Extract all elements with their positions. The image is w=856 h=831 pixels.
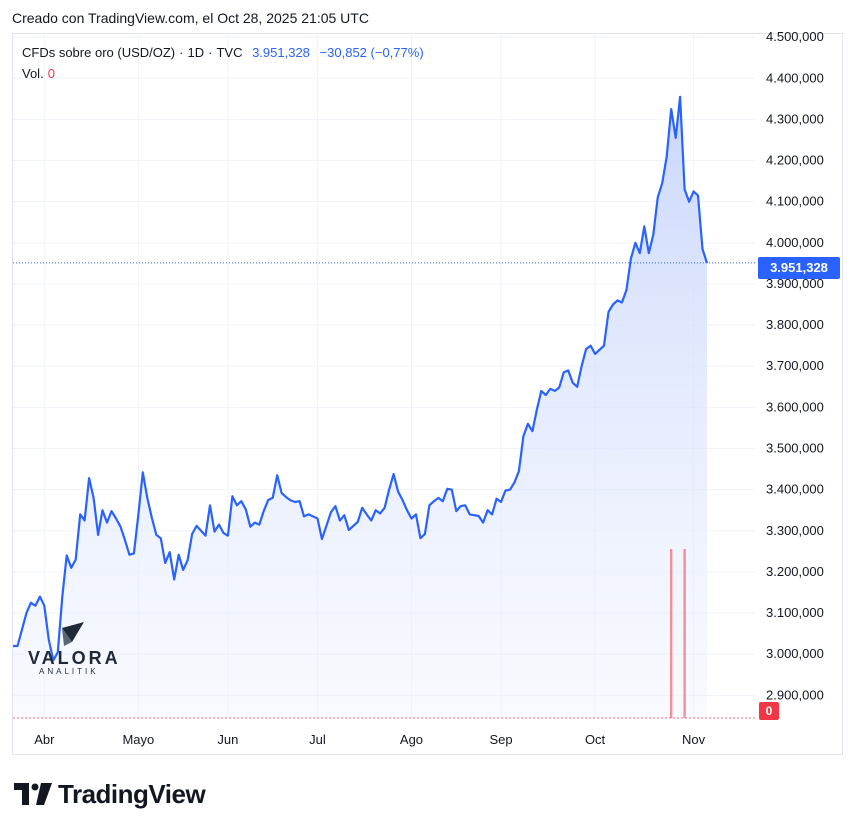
x-tick-label: Sep [489, 732, 512, 747]
y-tick-label: 4.400,000 [766, 70, 824, 85]
series-line [13, 95, 709, 662]
x-tick-label: Jun [217, 732, 238, 747]
x-tick-label: Jul [309, 732, 326, 747]
y-tick-label: 4.000,000 [766, 235, 824, 250]
x-tick-label: Ago [400, 732, 423, 747]
area-fill [13, 96, 707, 719]
volume-label: Vol. [22, 66, 44, 81]
volume-legend: Vol. 0 [22, 66, 55, 81]
x-tick-label: Nov [682, 732, 706, 747]
x-tick-label: Abr [34, 732, 55, 747]
last-price: 3.951,328 [252, 45, 310, 60]
y-tick-label: 3.200,000 [766, 564, 824, 579]
x-axis: Abr Mayo Jun Jul Ago Sep Oct Nov [34, 732, 705, 747]
x-tick-label: Oct [585, 732, 606, 747]
y-tick-label: 4.300,000 [766, 111, 824, 126]
y-tick-label: 3.400,000 [766, 482, 824, 497]
area-fill-path [13, 96, 707, 719]
legend-separator: · [208, 45, 213, 60]
y-tick-label: 4.100,000 [766, 194, 824, 209]
y-tick-label: 4.500,000 [766, 29, 824, 44]
watermark-sub: ANALITIK [39, 667, 99, 676]
legend-separator: · [179, 45, 184, 60]
volume-bar [683, 549, 686, 718]
interval: 1D [187, 45, 205, 60]
watermark-name: VALORA [28, 648, 121, 668]
volume-tag: 0 [759, 702, 779, 720]
volume-bars [13, 549, 757, 719]
y-axis: 4.500,000 4.400,000 4.300,000 4.200,000 4.10… [766, 29, 824, 702]
change-value: −30,852 [319, 45, 367, 60]
last-price-tag: 3.951,328 [758, 257, 840, 279]
source: TVC [216, 45, 243, 60]
chart-frame[interactable] [12, 33, 843, 755]
y-tick-label: 3.900,000 [766, 276, 824, 291]
valora-logo-icon [62, 622, 84, 646]
y-tick-label: 3.100,000 [766, 605, 824, 620]
y-tick-label: 3.500,000 [766, 441, 824, 456]
y-tick-label: 3.700,000 [766, 358, 824, 373]
volume-bar [669, 549, 673, 718]
y-tick-label: 3.300,000 [766, 523, 824, 538]
symbol-name[interactable]: CFDs sobre oro (USD/OZ) [22, 45, 176, 60]
tradingview-brand[interactable]: TradingView [14, 778, 206, 810]
price-line [13, 95, 757, 662]
y-tick-label: 3.800,000 [766, 317, 824, 332]
created-caption: Creado con TradingView.com, el Oct 28, 2… [12, 10, 369, 26]
y-tick-label: 4.200,000 [766, 153, 824, 168]
x-tick-label: Mayo [122, 732, 154, 747]
tradingview-logo-icon [14, 783, 52, 805]
change-percent: (−0,77%) [370, 45, 424, 60]
chart-legend: CFDs sobre oro (USD/OZ) · 1D · TVC 3.951,328… [22, 45, 424, 60]
y-tick-label: 3.600,000 [766, 399, 824, 414]
y-tick-label: 3.000,000 [766, 646, 824, 661]
y-tick-label: 2.900,000 [766, 687, 824, 702]
tradingview-wordmark: TradingView [58, 778, 206, 809]
volume-value: 0 [47, 66, 55, 81]
